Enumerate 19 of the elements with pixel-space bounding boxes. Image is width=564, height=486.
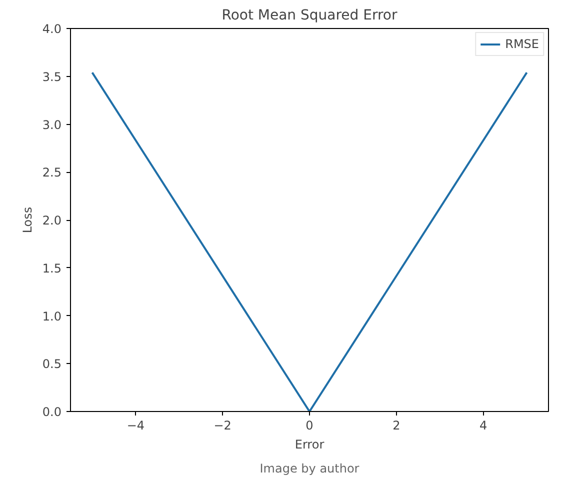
y-tick-label: 3.0 bbox=[42, 118, 62, 132]
x-tick-label: −2 bbox=[214, 418, 232, 432]
y-tick-label: 2.0 bbox=[42, 214, 62, 228]
x-tick-label: 4 bbox=[480, 418, 488, 432]
y-axis-title: Loss bbox=[20, 206, 34, 234]
y-tick-label: 4.0 bbox=[42, 22, 62, 36]
chart-title: Root Mean Squared Error bbox=[222, 8, 398, 24]
y-tick-label: 2.5 bbox=[42, 166, 62, 180]
x-tick-label: −4 bbox=[126, 418, 145, 432]
y-tick-label: 0.0 bbox=[42, 405, 62, 419]
legend-label: RMSE bbox=[505, 37, 539, 51]
y-tick-label: 0.5 bbox=[42, 357, 62, 372]
y-tick-label: 3.5 bbox=[42, 70, 62, 84]
x-tick-label: 0 bbox=[306, 418, 314, 432]
x-axis-title: Error bbox=[294, 438, 324, 452]
y-tick-label: 1.0 bbox=[42, 309, 62, 324]
text: Image by author bbox=[260, 462, 360, 476]
x-tick-label: 2 bbox=[392, 418, 400, 432]
y-tick-label: 1.5 bbox=[42, 261, 62, 276]
